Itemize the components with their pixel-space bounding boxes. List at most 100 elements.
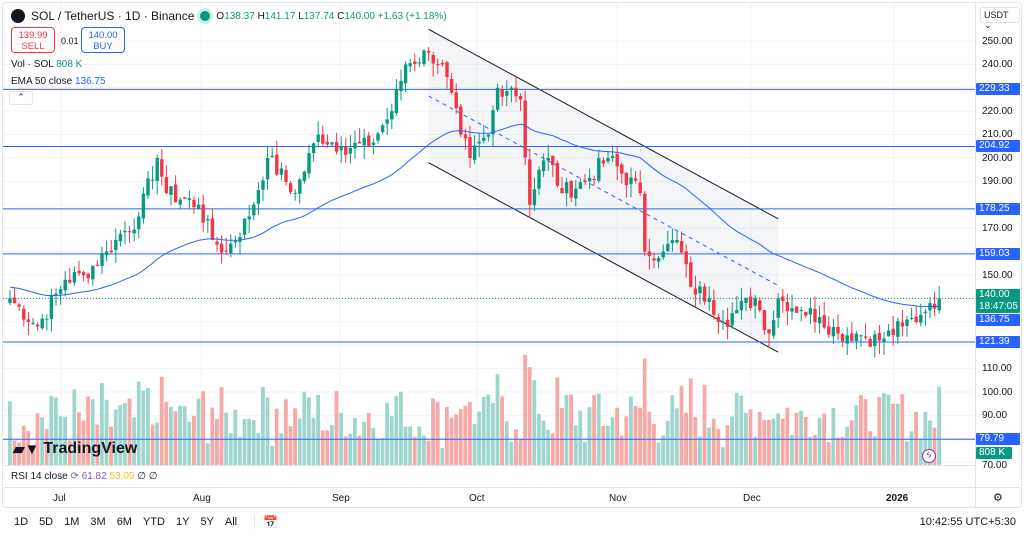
price-chart[interactable] xyxy=(3,3,975,465)
level-price-tag: 204.92 xyxy=(976,140,1020,153)
volume-bar xyxy=(26,430,31,465)
candle-body xyxy=(58,289,63,294)
volume-bar xyxy=(380,438,385,465)
candle-body xyxy=(417,62,422,64)
volume-bar xyxy=(541,420,546,465)
candle-body xyxy=(26,319,31,322)
candle-body xyxy=(629,177,633,185)
volume-bar xyxy=(463,405,468,465)
ohlc-values: O138.37 H141.17 L137.74 C140.00 +1.63 (+… xyxy=(216,10,447,22)
collapse-legend-button[interactable]: ⌃ xyxy=(9,91,33,105)
volume-bar xyxy=(95,424,100,465)
volume-bar xyxy=(900,394,905,465)
range-ytd[interactable]: YTD xyxy=(142,516,165,528)
volume-bar xyxy=(431,398,435,465)
volume-bar xyxy=(44,429,49,465)
volume-bar xyxy=(77,412,81,465)
candle-body xyxy=(123,230,127,233)
volume-bar xyxy=(270,445,274,465)
volume-bar xyxy=(63,416,67,465)
volume-bar xyxy=(302,391,307,465)
candle-body xyxy=(666,243,670,251)
date-range-icon[interactable]: 📅 xyxy=(254,515,278,529)
range-1y[interactable]: 1Y xyxy=(175,516,190,528)
candle-body xyxy=(321,134,325,144)
candle-body xyxy=(390,111,394,120)
volume-bar xyxy=(918,438,923,465)
price-axis[interactable]: USDT ⌄ 140.00 18:47:05 136.75 808 K 229.3… xyxy=(975,3,1021,507)
price-tick: 190.00 xyxy=(982,175,1013,187)
candle-body xyxy=(500,89,504,97)
volume-bar xyxy=(859,395,863,465)
candle-body xyxy=(8,298,12,304)
buy-button[interactable]: 140.00 BUY xyxy=(81,27,125,53)
volume-bar xyxy=(458,409,463,465)
volume-bar xyxy=(477,411,481,465)
volume-bar xyxy=(228,433,233,465)
price-tick: 200.00 xyxy=(982,152,1013,164)
settings-icon[interactable]: ⚙ xyxy=(993,492,1003,504)
volume-bar xyxy=(159,376,164,465)
volume-bar xyxy=(132,417,136,465)
candle-body xyxy=(514,87,518,97)
volume-bar xyxy=(523,355,527,465)
volume-bar xyxy=(394,396,399,465)
range-5d[interactable]: 5D xyxy=(39,516,54,528)
volume-bar xyxy=(753,436,757,465)
rsi-legend[interactable]: RSI 14 close ⟳ 61.82 53.09 ∅ ∅ xyxy=(3,465,975,487)
volume-legend[interactable]: Vol · SOL 808 K xyxy=(11,59,83,70)
candle-body xyxy=(564,182,569,194)
candle-body xyxy=(210,218,215,240)
symbol-header: SOL / TetherUS · 1D · Binance O138.37 H1… xyxy=(11,9,447,23)
candle-body xyxy=(656,258,661,262)
candle-body xyxy=(376,133,380,141)
candle-body xyxy=(532,189,537,206)
lightning-icon[interactable]: ϟ xyxy=(922,449,936,463)
candle-body xyxy=(104,251,109,256)
time-axis[interactable]: Jul Aug Sep Oct Nov Dec 2026 xyxy=(3,487,1021,507)
volume-bar xyxy=(215,419,219,465)
volume-bar xyxy=(362,421,366,465)
candle-body xyxy=(109,250,113,253)
candle-body xyxy=(486,134,491,137)
volume-bar xyxy=(261,387,265,465)
volume-bar xyxy=(647,411,652,465)
candle-body xyxy=(877,332,882,341)
volume-bar xyxy=(472,423,477,465)
candle-body xyxy=(459,106,463,135)
range-3m[interactable]: 3M xyxy=(90,516,106,528)
candle-body xyxy=(546,158,550,161)
volume-bar xyxy=(109,426,113,465)
volume-bar xyxy=(872,436,877,465)
range-1m[interactable]: 1M xyxy=(64,516,80,528)
candle-body xyxy=(330,142,334,145)
volume-bar xyxy=(412,436,417,465)
volume-bar xyxy=(210,407,215,465)
candle-body xyxy=(440,63,445,65)
ema-legend[interactable]: EMA 50 close 136.75 xyxy=(11,76,106,87)
candle-body xyxy=(468,137,472,158)
volume-bar xyxy=(546,429,550,465)
range-5y[interactable]: 5Y xyxy=(200,516,214,528)
range-toolbar: 1D 5D 1M 3M 6M YTD 1Y 5Y All 📅 xyxy=(0,508,1024,536)
candle-body xyxy=(638,182,642,194)
volume-bar xyxy=(560,408,564,465)
candle-body xyxy=(735,310,739,314)
candle-body xyxy=(224,250,228,252)
volume-bar xyxy=(182,406,187,465)
volume-bar xyxy=(449,417,454,465)
candle-body xyxy=(72,272,77,283)
volume-bar xyxy=(150,424,155,465)
currency-select[interactable]: USDT ⌄ xyxy=(980,7,1020,30)
sell-button[interactable]: 139.99 SELL xyxy=(11,27,55,53)
volume-bar xyxy=(849,420,854,465)
candle-body xyxy=(569,181,573,198)
candle-body xyxy=(256,190,261,204)
range-1d[interactable]: 1D xyxy=(14,516,29,528)
volume-bar xyxy=(868,431,872,465)
symbol-title[interactable]: SOL / TetherUS · 1D · Binance xyxy=(31,9,195,23)
range-6m[interactable]: 6M xyxy=(116,516,132,528)
candle-body xyxy=(265,158,270,180)
range-all[interactable]: All xyxy=(224,516,238,528)
volume-bar xyxy=(31,447,35,465)
